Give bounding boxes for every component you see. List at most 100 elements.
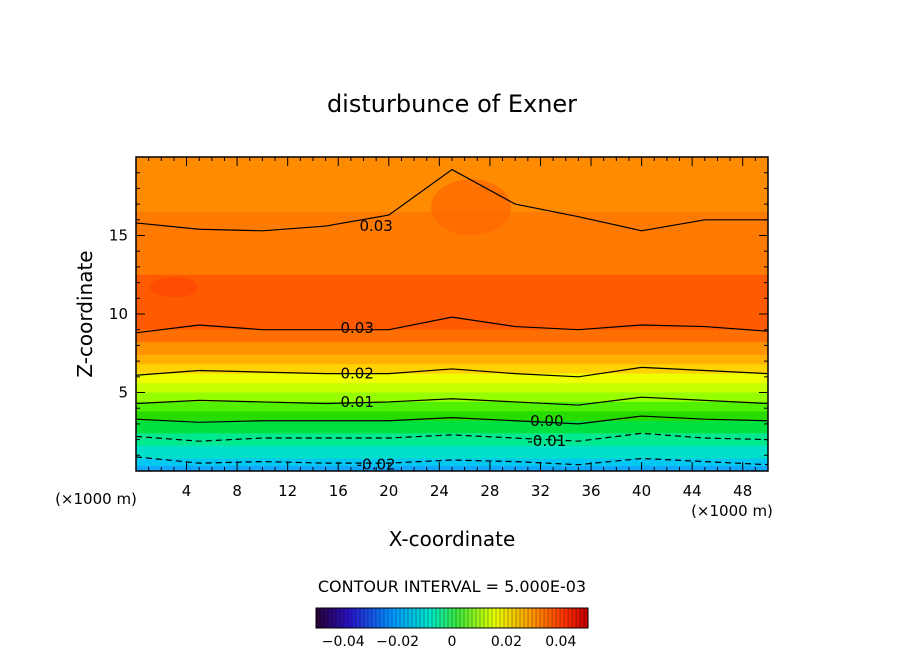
- colorbar-swatch: [524, 608, 528, 628]
- x-tick-label: 40: [632, 482, 651, 500]
- colorbar-swatch: [480, 608, 484, 628]
- colorbar-swatch: [576, 608, 580, 628]
- colorbar-swatch: [392, 608, 396, 628]
- colorbar-swatch: [536, 608, 540, 628]
- colorbar-swatch: [328, 608, 332, 628]
- contour-label: 0.02: [340, 365, 373, 383]
- colorbar-ticks: −0.04 −0.02 0 0.02 0.04: [322, 634, 577, 650]
- y-axis-label: Z-coordinate: [73, 250, 97, 377]
- fill-band: [136, 383, 768, 393]
- y-tick-label: 5: [118, 384, 128, 402]
- fill-band: [136, 329, 768, 343]
- colorbar-tick-label: 0: [448, 634, 457, 650]
- colorbar-swatch: [468, 608, 472, 628]
- x-tick-label: 44: [683, 482, 702, 500]
- colorbar-swatch: [448, 608, 452, 628]
- colorbar-swatch: [548, 608, 552, 628]
- x-tick-label: 16: [329, 482, 348, 500]
- colorbar-swatch: [456, 608, 460, 628]
- x-unit-right: (×1000 m): [691, 502, 773, 520]
- fill-band: [136, 420, 768, 434]
- fill-band: [136, 433, 768, 447]
- colorbar-swatch: [516, 608, 520, 628]
- colorbar-swatch: [452, 608, 456, 628]
- colorbar-swatch: [380, 608, 384, 628]
- colorbar-tick-label: 0.02: [491, 634, 522, 650]
- colorbar-tick-label: 0.04: [545, 634, 576, 650]
- x-tick-label: 20: [379, 482, 398, 500]
- fill-band: [136, 458, 768, 467]
- colorbar-tick-label: −0.04: [322, 634, 365, 650]
- x-axis-label: X-coordinate: [389, 527, 516, 551]
- chart-title: disturbunce of Exner: [327, 90, 577, 118]
- fill-band: [136, 392, 768, 403]
- contour-label: -0.02: [357, 456, 396, 474]
- colorbar-swatch: [388, 608, 392, 628]
- colorbar-swatch: [532, 608, 536, 628]
- contour-line: [135, 168, 768, 232]
- contour-interval-text: CONTOUR INTERVAL = 5.000E-03: [318, 577, 586, 596]
- colorbar-swatch: [432, 608, 436, 628]
- colorbar-swatch: [520, 608, 524, 628]
- colorbar-swatch: [544, 608, 548, 628]
- colorbar-swatch: [384, 608, 388, 628]
- x-unit-left: (×1000 m): [55, 490, 137, 508]
- colorbar-tick-label: −0.02: [376, 634, 419, 650]
- colorbar-swatch: [332, 608, 336, 628]
- x-tick-label: 12: [278, 482, 297, 500]
- colorbar-swatch: [540, 608, 544, 628]
- colorbar-swatch: [428, 608, 432, 628]
- fill-band: [136, 342, 768, 356]
- colorbar-swatch: [508, 608, 512, 628]
- fill-band: [136, 373, 768, 384]
- colorbar-swatch: [348, 608, 352, 628]
- colorbar-swatch: [572, 608, 576, 628]
- colorbar-swatch: [396, 608, 400, 628]
- x-axis: 4 8 12 16 20 24 28 32 36 40 44 48: [148, 157, 756, 500]
- colorbar-swatch: [408, 608, 412, 628]
- colorbar-swatch: [472, 608, 476, 628]
- colorbar-swatch: [372, 608, 376, 628]
- colorbar-swatch: [564, 608, 568, 628]
- contour-line: [135, 415, 769, 425]
- colorbar-swatch: [352, 608, 356, 628]
- fill-band: [136, 354, 768, 365]
- colorbar-swatch: [584, 608, 588, 628]
- colorbar-swatch: [316, 608, 320, 628]
- colorbar-swatch: [416, 608, 420, 628]
- fill-spot: [149, 277, 198, 298]
- colorbar-swatch: [336, 608, 340, 628]
- colorbar-swatch: [368, 608, 372, 628]
- contour-line: [135, 366, 769, 378]
- fill-band: [136, 411, 768, 422]
- colorbar-swatch: [580, 608, 584, 628]
- colorbar-swatch: [400, 608, 404, 628]
- x-tick-label: 28: [480, 482, 499, 500]
- contour-line: [135, 396, 769, 406]
- colorbar-swatch: [340, 608, 344, 628]
- colorbar-swatch: [412, 608, 416, 628]
- x-tick-label: 8: [232, 482, 242, 500]
- colorbar-swatch: [320, 608, 324, 628]
- colorbar-swatch: [556, 608, 560, 628]
- colorbar-swatch: [424, 608, 428, 628]
- colorbar-swatch: [360, 608, 364, 628]
- y-tick-label: 15: [109, 227, 128, 245]
- colorbar-swatch: [436, 608, 440, 628]
- contour-line: [135, 456, 769, 466]
- colorbar-swatch: [552, 608, 556, 628]
- colorbar: [315, 608, 588, 628]
- x-tick-label: 4: [182, 482, 192, 500]
- fill-band: [136, 401, 768, 412]
- colorbar-swatch: [476, 608, 480, 628]
- contour-line: [135, 316, 769, 334]
- contour-label: -0.01: [527, 432, 566, 450]
- colorbar-swatch: [504, 608, 508, 628]
- contour-label: 0.03: [340, 319, 373, 337]
- y-tick-label: 10: [109, 305, 128, 323]
- colorbar-swatch: [324, 608, 328, 628]
- colorbar-swatch: [512, 608, 516, 628]
- x-tick-label: 32: [531, 482, 550, 500]
- x-tick-label: 36: [581, 482, 600, 500]
- colorbar-swatch: [376, 608, 380, 628]
